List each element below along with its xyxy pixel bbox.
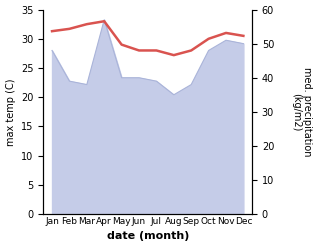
Y-axis label: max temp (C): max temp (C) bbox=[5, 78, 16, 145]
X-axis label: date (month): date (month) bbox=[107, 231, 189, 242]
Y-axis label: med. precipitation
(kg/m2): med. precipitation (kg/m2) bbox=[291, 67, 313, 157]
